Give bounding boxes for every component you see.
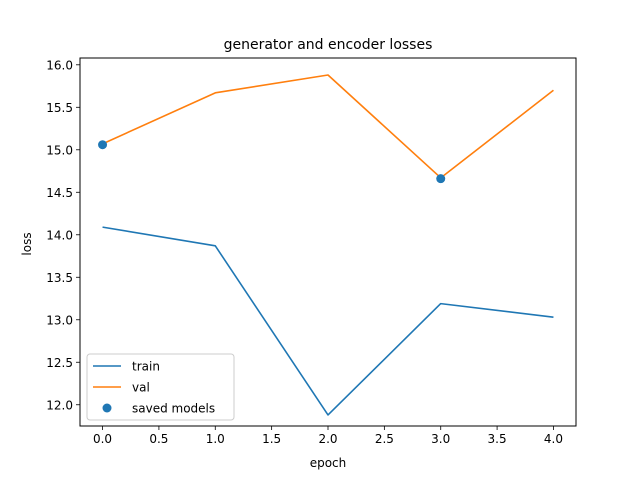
legend-box (86, 353, 235, 421)
x-axis-label: epoch (310, 456, 347, 470)
x-tick-label: 3.5 (488, 432, 507, 446)
y-tick-label: 13.0 (46, 313, 73, 327)
x-tick-label: 0.0 (93, 432, 112, 446)
series-line-val (102, 74, 554, 179)
saved-model-point (98, 140, 108, 150)
y-tick-label: 15.0 (46, 143, 73, 157)
x-tick-label: 2.5 (375, 432, 394, 446)
x-tick-label: 1.0 (206, 432, 225, 446)
legend-label: val (132, 381, 150, 395)
y-tick-label: 12.5 (46, 356, 73, 370)
series-layer (98, 74, 554, 416)
x-tick-label: 0.5 (149, 432, 168, 446)
y-tick-label: 13.5 (46, 271, 73, 285)
legend-swatch (102, 403, 112, 413)
series-line-train (102, 226, 554, 416)
x-tick-label: 2.0 (318, 432, 337, 446)
saved-model-point (436, 174, 446, 184)
legend-label: train (132, 360, 160, 374)
x-tick-label: 4.0 (544, 432, 563, 446)
y-tick-label: 14.0 (46, 228, 73, 242)
plot-frame (79, 57, 577, 427)
y-axis: 12.0 12.5 13.0 13.5 14.0 14.5 15.0 15.5 16.0 (46, 58, 80, 412)
chart-title: generator and encoder losses (224, 37, 433, 53)
x-tick-label: 3.0 (431, 432, 450, 446)
y-axis-label: loss (20, 232, 34, 255)
y-tick-label: 16.0 (46, 58, 73, 72)
x-tick-label: 1.5 (262, 432, 281, 446)
y-tick-label: 15.5 (46, 101, 73, 115)
legend-label: saved models (132, 402, 215, 416)
y-tick-label: 12.0 (46, 398, 73, 412)
x-axis: 0.0 0.5 1.0 1.5 2.0 2.5 3.0 3.5 4.0 (93, 426, 563, 446)
legend: train val saved models (86, 353, 235, 421)
y-tick-label: 14.5 (46, 186, 73, 200)
